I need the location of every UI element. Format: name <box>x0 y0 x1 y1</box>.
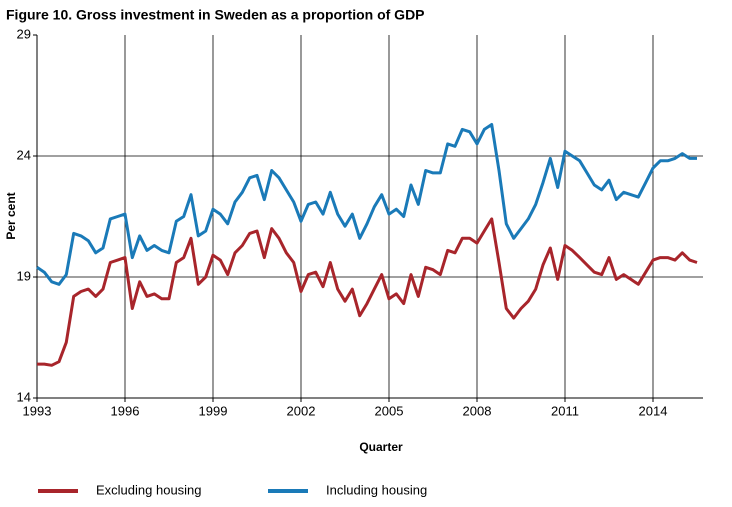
legend-label: Excluding housing <box>96 482 202 497</box>
y-tick-label: 24 <box>17 147 31 162</box>
x-tick-label: 1996 <box>111 403 140 418</box>
line-series <box>36 123 697 286</box>
x-tick-label: 2002 <box>287 403 316 418</box>
x-tick-label: 2014 <box>639 403 668 418</box>
y-tick-label: 14 <box>17 389 31 404</box>
x-tick-label: 2005 <box>375 403 404 418</box>
y-tick-label: 29 <box>17 26 31 41</box>
y-axis-label: Per cent <box>4 192 18 239</box>
y-tick-label: 19 <box>17 268 31 283</box>
legend-label: Including housing <box>326 482 427 497</box>
line-series <box>37 217 698 367</box>
x-tick-label: 2011 <box>551 403 579 418</box>
x-tick-label: 1993 <box>23 403 52 418</box>
x-axis-label: Quarter <box>359 440 403 454</box>
x-tick-label: 1999 <box>199 403 228 418</box>
chart-title: Figure 10. Gross investment in Sweden as… <box>6 7 425 23</box>
x-tick-label: 2008 <box>463 403 492 418</box>
